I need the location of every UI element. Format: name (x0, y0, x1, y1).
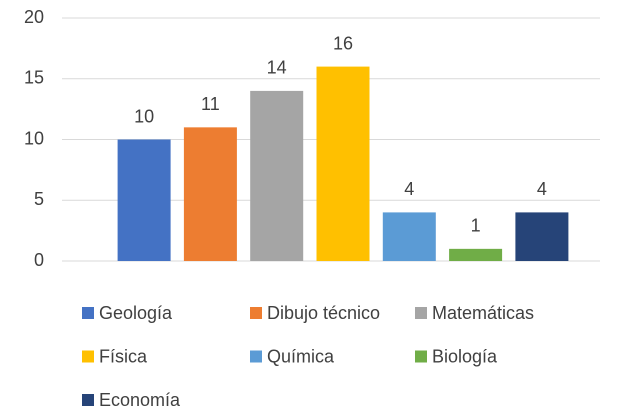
bar (316, 66, 370, 261)
bar (250, 90, 304, 262)
legend-label: Biología (432, 346, 498, 366)
legend-label: Dibujo técnico (267, 303, 380, 323)
bar (183, 127, 237, 261)
bar (382, 212, 436, 261)
legend-swatch (82, 394, 94, 406)
bar (117, 139, 171, 261)
data-label: 11 (201, 94, 220, 114)
legend-swatch (250, 350, 262, 363)
legend-swatch (82, 350, 94, 363)
y-tick-label: 20 (24, 7, 44, 27)
data-label: 4 (404, 179, 414, 199)
y-tick-label: 15 (24, 68, 44, 88)
data-label: 10 (134, 106, 154, 126)
y-tick-label: 0 (34, 250, 44, 270)
y-tick-label: 5 (34, 189, 44, 209)
legend-swatch (82, 307, 94, 319)
data-label: 14 (267, 58, 287, 78)
legend-swatch (415, 307, 427, 319)
y-tick-label: 10 (24, 128, 44, 148)
data-label: 1 (471, 216, 481, 236)
data-label: 4 (537, 179, 547, 199)
legend-label: Física (99, 346, 148, 366)
data-label: 16 (333, 33, 353, 53)
legend-label: Matemáticas (432, 303, 534, 323)
legend-label: Economía (99, 390, 181, 410)
legend-swatch (415, 350, 427, 363)
bar (515, 212, 569, 261)
bar (449, 248, 503, 261)
legend-label: Geología (99, 303, 173, 323)
legend-swatch (250, 307, 262, 319)
legend-label: Química (267, 346, 335, 366)
